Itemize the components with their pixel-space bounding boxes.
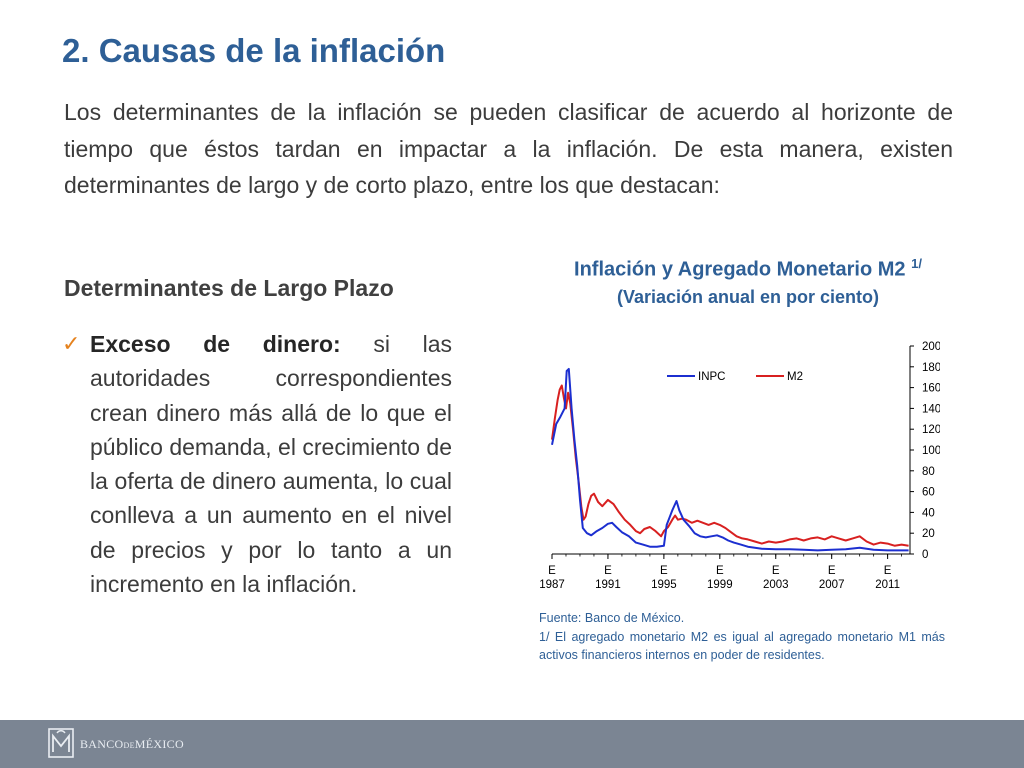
x-tick-label-bottom: 1987 xyxy=(540,579,565,591)
series-line-m2 xyxy=(551,384,909,547)
x-tick-label-bottom: 1991 xyxy=(595,579,621,591)
x-tick-label-top: E xyxy=(884,565,892,577)
x-tick-label-bottom: 2003 xyxy=(763,579,789,591)
y-tick-label: 200 xyxy=(922,341,940,353)
chart-notes: Fuente: Banco de México. 1/ El agregado … xyxy=(539,609,945,665)
checkmark-icon: ✓ xyxy=(62,331,81,356)
logo-word-1: BANCO xyxy=(80,737,124,751)
logo-word-3: MÉXICO xyxy=(134,737,184,751)
legend-label-m2: M2 xyxy=(787,371,803,383)
x-tick-label-top: E xyxy=(548,565,556,577)
bullet-text: si las autoridades correspondientes crea… xyxy=(90,331,452,598)
y-tick-label: 80 xyxy=(922,466,935,478)
x-tick-label-bottom: 1999 xyxy=(707,579,733,591)
x-tick-label-bottom: 2007 xyxy=(819,579,845,591)
y-tick-label: 160 xyxy=(922,383,940,395)
x-tick-label-top: E xyxy=(716,565,724,577)
x-tick-label-bottom: 2011 xyxy=(875,579,900,591)
x-tick-label-bottom: 1995 xyxy=(651,579,677,591)
legend-label-inpc: INPC xyxy=(698,371,725,383)
slide-title: 2. Causas de la inflación xyxy=(62,32,446,69)
y-tick-label: 120 xyxy=(922,424,940,436)
chart-subtitle: (Variación anual en por ciento) xyxy=(616,287,880,307)
y-tick-label: 20 xyxy=(922,528,935,540)
logo-word-2: DE xyxy=(123,741,135,750)
bullet-item: Exceso de dinero: si las autoridades cor… xyxy=(90,327,452,601)
footnote: 1/ El agregado monetario M2 es igual al … xyxy=(539,629,945,663)
x-tick-label-top: E xyxy=(772,565,780,577)
chart-title-note: 1/ xyxy=(911,256,922,271)
footer-bar xyxy=(0,720,1024,768)
y-tick-label: 0 xyxy=(922,549,928,561)
y-tick-label: 60 xyxy=(922,487,935,499)
logo-wordmark: BANCODEMÉXICO xyxy=(80,737,184,752)
source-note: Fuente: Banco de México. xyxy=(539,611,685,625)
banco-de-mexico-logo-icon xyxy=(48,728,74,758)
y-tick-label: 180 xyxy=(922,362,940,374)
line-chart: 200180160140120100806040200E1987E1991E19… xyxy=(540,341,940,591)
x-tick-label-top: E xyxy=(660,565,668,577)
x-tick-label-top: E xyxy=(828,565,836,577)
y-tick-label: 140 xyxy=(922,403,940,415)
y-tick-label: 40 xyxy=(922,507,935,519)
series-line-inpc xyxy=(551,367,909,552)
intro-paragraph: Los determinantes de la inflación se pue… xyxy=(64,99,953,198)
y-tick-label: 100 xyxy=(922,445,940,457)
section-heading: Determinantes de Largo Plazo xyxy=(64,275,394,301)
bullet-term: Exceso de dinero: xyxy=(90,331,341,357)
chart-title-text: Inflación y Agregado Monetario M2 xyxy=(574,258,906,281)
chart-title: Inflación y Agregado Monetario M2 1/ xyxy=(538,256,958,282)
x-tick-label-top: E xyxy=(604,565,612,577)
